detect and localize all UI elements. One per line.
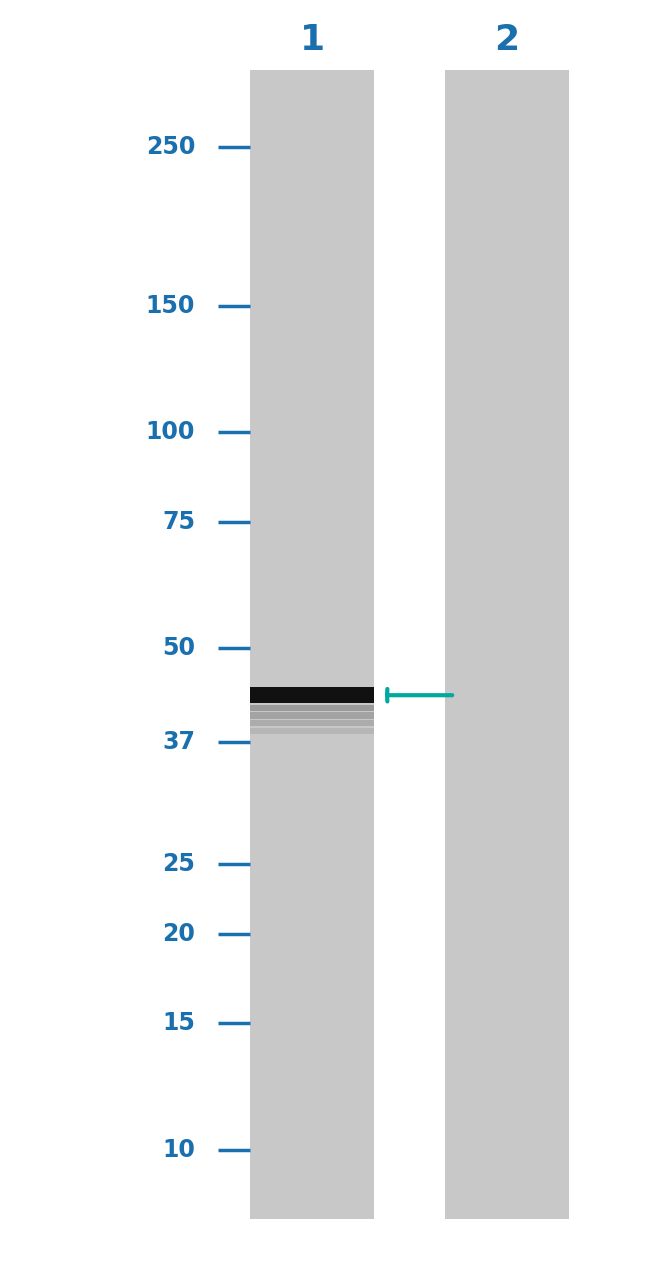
Text: 100: 100	[146, 420, 195, 444]
Text: 150: 150	[146, 293, 195, 318]
Text: 25: 25	[162, 852, 195, 876]
Bar	[250, 70, 374, 1219]
Bar	[250, 720, 374, 726]
Text: 250: 250	[146, 135, 195, 159]
Bar	[445, 70, 569, 1219]
Text: 75: 75	[162, 509, 195, 533]
Text: 2: 2	[495, 23, 519, 57]
Text: 20: 20	[162, 922, 195, 946]
Bar	[250, 705, 374, 711]
Bar	[250, 712, 374, 719]
Text: 50: 50	[162, 636, 195, 660]
Text: 10: 10	[162, 1138, 195, 1162]
Text: 37: 37	[162, 730, 195, 754]
Bar	[250, 728, 374, 734]
Text: 15: 15	[162, 1011, 195, 1035]
Bar	[250, 687, 374, 704]
Text: 1: 1	[300, 23, 324, 57]
